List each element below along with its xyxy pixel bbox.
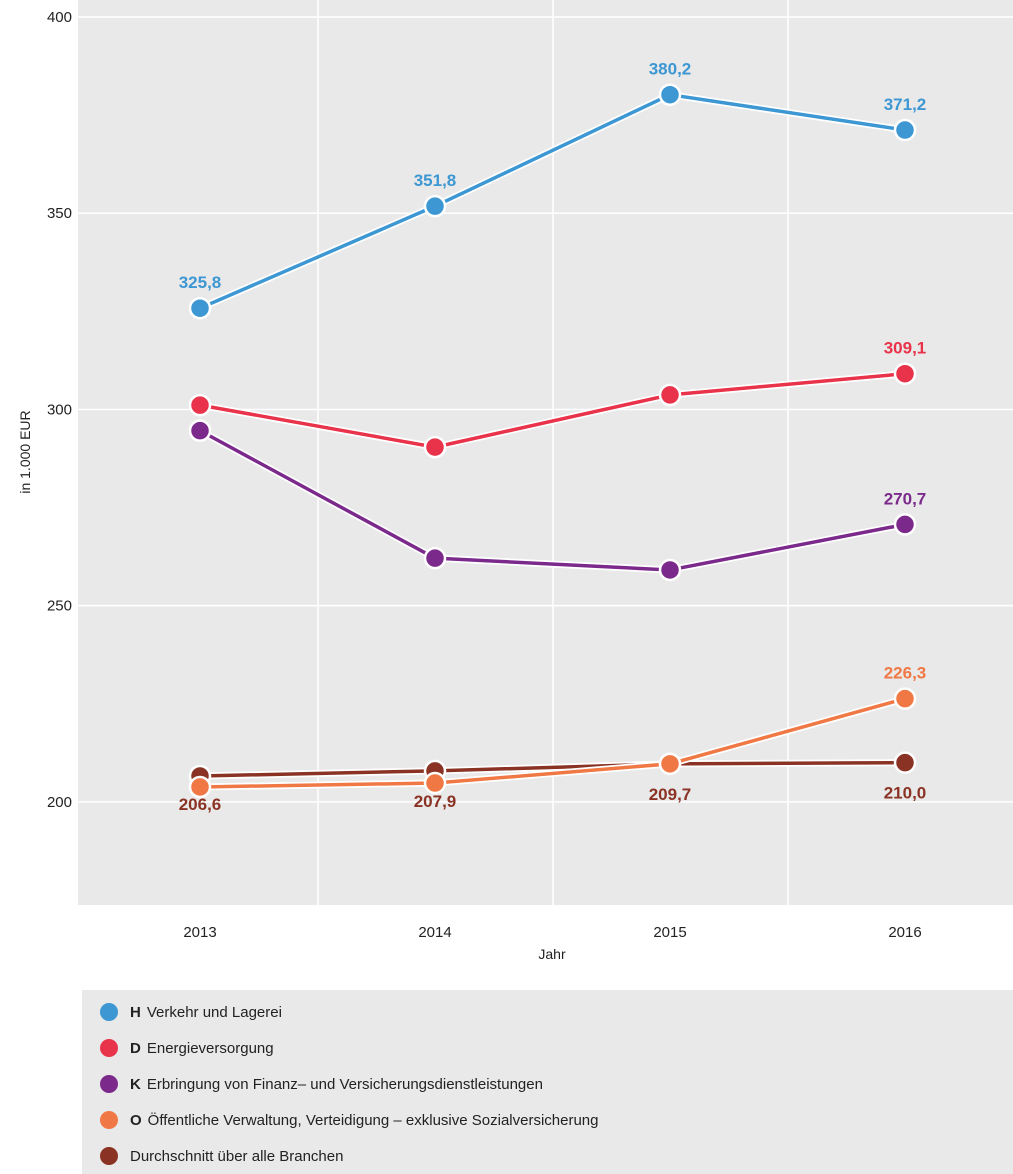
legend-item-d: D Energieversorgung bbox=[100, 1036, 274, 1060]
data-label: 210,0 bbox=[884, 784, 927, 803]
data-point bbox=[893, 751, 917, 774]
legend: H Verkehr und Lagerei D Energieversorgun… bbox=[82, 990, 1013, 1174]
x-tick-label: 2013 bbox=[183, 924, 216, 941]
data-point bbox=[423, 546, 447, 570]
legend-label: Durchschnitt über alle Branchen bbox=[130, 1147, 344, 1165]
x-tick-label: 2015 bbox=[653, 924, 686, 941]
series-line bbox=[199, 92, 906, 310]
data-point bbox=[893, 118, 917, 142]
data-label: 380,2 bbox=[649, 60, 692, 79]
data-label: 309,1 bbox=[884, 339, 927, 358]
data-point bbox=[188, 775, 212, 799]
legend-marker-icon bbox=[100, 1111, 118, 1129]
data-point bbox=[423, 771, 447, 795]
line-chart: 200 250 300 350 400 2013 2014 2015 2016 in 1.00… bbox=[17, 0, 1013, 962]
legend-marker-icon bbox=[100, 1003, 118, 1021]
series-lines bbox=[198, 91, 906, 791]
y-axis-title: in 1.000 EUR bbox=[17, 410, 33, 493]
legend-code: D bbox=[130, 1039, 141, 1057]
legend-code: H bbox=[130, 1003, 141, 1021]
y-tick-label: 250 bbox=[47, 598, 72, 615]
legend-marker-icon bbox=[100, 1147, 118, 1165]
y-axis-ticks: 200 250 300 350 400 bbox=[47, 9, 72, 811]
legend-label: Verkehr und Lagerei bbox=[146, 1003, 282, 1021]
y-tick-label: 350 bbox=[47, 205, 72, 222]
x-axis-title: Jahr bbox=[538, 946, 566, 962]
series-line bbox=[199, 696, 906, 789]
legend-item-k: K Erbringung von Finanz– und Versicherun… bbox=[100, 1072, 543, 1096]
series-points bbox=[188, 83, 917, 799]
data-point bbox=[423, 194, 447, 218]
legend-label: Energieversorgung bbox=[146, 1039, 274, 1057]
data-point bbox=[893, 513, 917, 536]
y-tick-label: 200 bbox=[47, 794, 72, 811]
data-label: 351,8 bbox=[414, 171, 457, 190]
data-point bbox=[658, 383, 682, 407]
data-point bbox=[188, 296, 212, 320]
series-line bbox=[199, 760, 906, 778]
data-label: 371,2 bbox=[884, 95, 927, 114]
data-point bbox=[658, 83, 682, 106]
legend-marker-icon bbox=[100, 1039, 118, 1057]
data-point bbox=[893, 362, 917, 385]
data-point bbox=[658, 558, 682, 582]
x-tick-label: 2014 bbox=[418, 924, 451, 941]
x-axis-ticks: 2013 2014 2015 2016 bbox=[183, 924, 921, 941]
y-tick-label: 300 bbox=[47, 401, 72, 418]
data-labels: 325,8 351,8 380,2 371,2 309,1 270,7 226,3 206,6… bbox=[179, 60, 927, 814]
legend-label: Erbringung von Finanz– und Versicherungs… bbox=[146, 1075, 543, 1093]
legend-item-h: H Verkehr und Lagerei bbox=[100, 1000, 282, 1024]
legend-marker-icon bbox=[100, 1075, 118, 1093]
data-label: 207,9 bbox=[414, 792, 457, 811]
data-label: 226,3 bbox=[884, 664, 927, 683]
data-label: 206,6 bbox=[179, 795, 222, 814]
series-line bbox=[199, 371, 906, 449]
data-label: 270,7 bbox=[884, 489, 927, 508]
data-point bbox=[188, 393, 212, 417]
legend-item-average: Durchschnitt über alle Branchen bbox=[100, 1144, 343, 1168]
legend-code: O bbox=[130, 1111, 142, 1129]
legend-item-o: O Öffentliche Verwaltung, Verteidigung –… bbox=[100, 1108, 599, 1132]
data-point bbox=[658, 752, 682, 776]
data-point bbox=[423, 435, 447, 459]
legend-label: Öffentliche Verwaltung, Verteidigung – e… bbox=[147, 1111, 599, 1129]
y-tick-label: 400 bbox=[47, 9, 72, 26]
data-point bbox=[893, 687, 917, 710]
data-point bbox=[188, 419, 212, 442]
data-label: 209,7 bbox=[649, 785, 692, 804]
legend-code: K bbox=[130, 1075, 141, 1093]
series-line bbox=[199, 429, 906, 572]
x-tick-label: 2016 bbox=[888, 924, 921, 941]
data-label: 325,8 bbox=[179, 273, 222, 292]
